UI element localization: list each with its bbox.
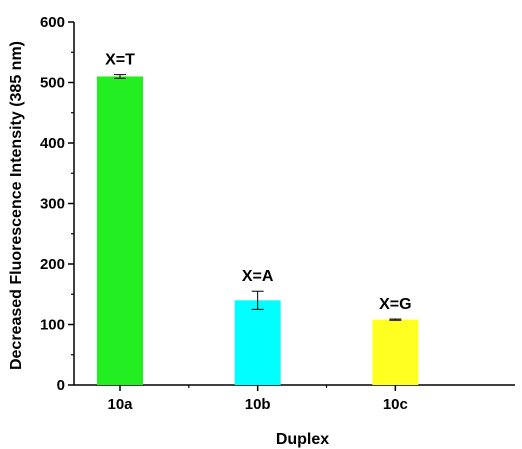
- x-tick-label: 10c: [383, 396, 408, 413]
- bar-annotation: X=T: [105, 52, 135, 69]
- x-tick-label: 10a: [107, 396, 133, 413]
- bar: [97, 76, 143, 385]
- bar: [372, 319, 419, 385]
- y-tick-label: 300: [40, 196, 65, 213]
- y-tick-label: 100: [40, 317, 65, 334]
- y-tick-label: 500: [40, 75, 65, 92]
- x-tick-label: 10b: [245, 396, 271, 413]
- y-tick-label: 200: [40, 256, 65, 273]
- y-axis: 0 100 200 300 400 500 600: [40, 14, 75, 394]
- x-axis-title: Duplex: [276, 431, 329, 448]
- x-axis: 10a 10b 10c: [74, 384, 515, 413]
- y-tick-label: 0: [57, 377, 65, 394]
- y-tick-label: 600: [40, 14, 65, 31]
- bars: X=T X=A X=G: [97, 52, 419, 385]
- y-tick-label: 400: [40, 135, 65, 152]
- bar-annotation: X=A: [242, 268, 274, 285]
- bar-annotation: X=G: [379, 296, 411, 313]
- bar: [234, 300, 281, 385]
- y-axis-title: Decreased Fluorescence Intensity (385 nm…: [8, 41, 25, 370]
